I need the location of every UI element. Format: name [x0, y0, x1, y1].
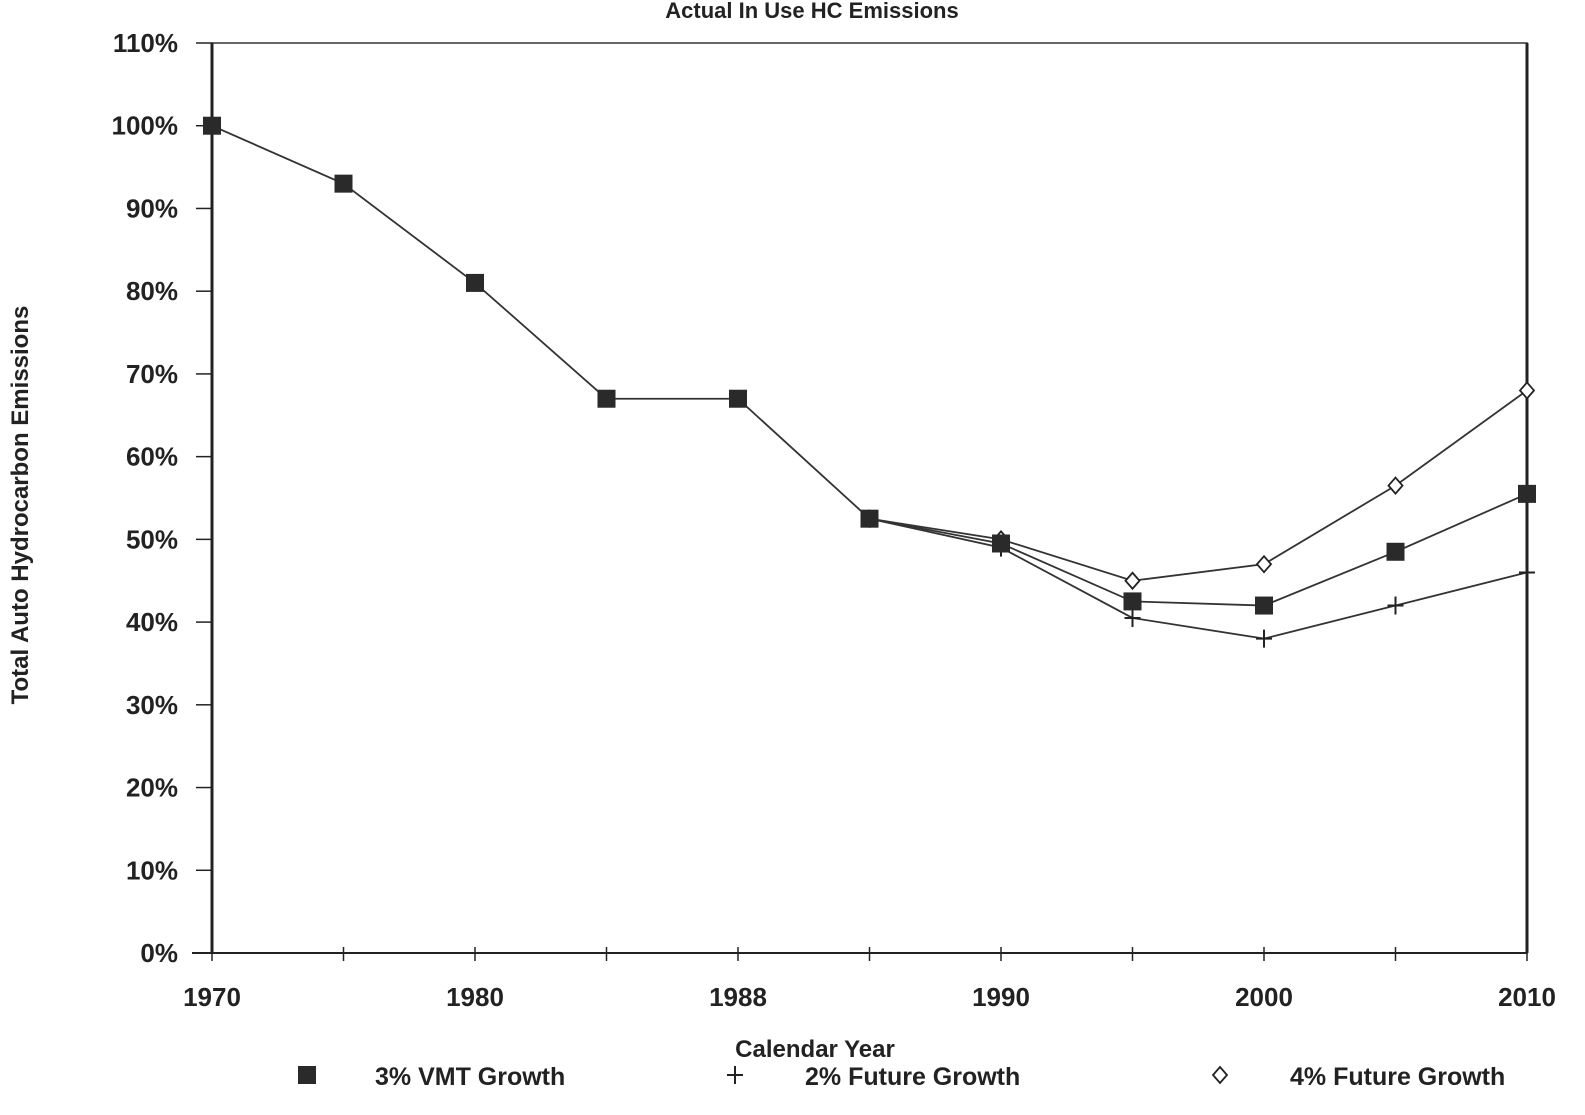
chart-title: Actual In Use HC Emissions: [665, 0, 958, 23]
legend-marker: [727, 1066, 743, 1084]
y-tick-label: 100%: [112, 111, 179, 141]
data-point: [1255, 596, 1273, 615]
y-tick-label: 20%: [126, 773, 178, 803]
y-tick-label: 0%: [140, 938, 178, 968]
data-point: [466, 273, 484, 292]
data-point: [1519, 563, 1535, 582]
data-point: [1124, 571, 1141, 591]
legend-item: 4% Future Growth: [1211, 1063, 1505, 1091]
y-axis: 0% 10% 20% 30% 40% 50% 60% 70% 80% 90% 100% 110%: [112, 28, 212, 968]
series-diamond: [861, 381, 1536, 591]
data-point: [334, 174, 353, 193]
series-plus: [861, 509, 1535, 648]
x-axis: 1970 1980 1988 1990 2000 2010: [183, 947, 1556, 1012]
legend: 3% VMT Growth 2% Future Growth 4% Future G…: [298, 1063, 1505, 1091]
legend-label: 4% Future Growth: [1290, 1063, 1505, 1091]
legend-label: 3% VMT Growth: [375, 1063, 565, 1091]
y-tick-label: 60%: [126, 442, 178, 472]
y-tick-label: 50%: [126, 524, 178, 554]
x-tick-label: 1990: [972, 982, 1030, 1012]
x-tick-label: 1980: [446, 982, 504, 1012]
series-layer: [203, 116, 1536, 648]
data-point: [1124, 608, 1141, 627]
legend-item: 3% VMT Growth: [298, 1063, 565, 1091]
legend-marker: [1211, 1065, 1229, 1085]
data-point: [1518, 381, 1536, 400]
y-tick-label: 30%: [126, 690, 178, 720]
data-point: [1387, 596, 1404, 615]
y-tick-label: 110%: [113, 28, 178, 58]
legend-marker: [298, 1066, 316, 1084]
legend-label: 2% Future Growth: [805, 1063, 1020, 1091]
data-point: [1256, 629, 1272, 648]
legend-item: 2% Future Growth: [727, 1063, 1020, 1091]
y-tick-label: 10%: [126, 855, 178, 885]
data-point: [1518, 484, 1536, 503]
x-tick-label: 1970: [183, 982, 241, 1012]
y-tick-label: 80%: [126, 276, 178, 306]
x-tick-label: 1988: [709, 982, 767, 1012]
data-point: [203, 116, 221, 135]
series-square: [203, 116, 1536, 615]
data-point: [1386, 542, 1405, 561]
y-tick-label: 40%: [126, 607, 178, 637]
data-point: [860, 509, 879, 528]
series-line: [869, 389, 1528, 582]
plot-frame: [211, 42, 1528, 954]
x-tick-label: 2010: [1498, 982, 1556, 1012]
series-line: [869, 517, 1528, 640]
data-point: [1387, 476, 1404, 495]
y-tick-label: 70%: [126, 359, 178, 389]
data-point: [1123, 592, 1142, 611]
data-point: [1255, 554, 1273, 574]
series-line: [211, 124, 1528, 607]
plot-area: [192, 42, 1529, 954]
x-axis-title: Calendar Year: [735, 1036, 895, 1063]
y-tick-label: 90%: [126, 193, 178, 223]
x-tick-label: 2000: [1235, 982, 1293, 1012]
y-axis-title: Total Auto Hydrocarbon Emissions: [7, 306, 34, 705]
data-point: [992, 534, 1010, 553]
data-point: [597, 389, 616, 408]
data-point: [729, 389, 747, 408]
